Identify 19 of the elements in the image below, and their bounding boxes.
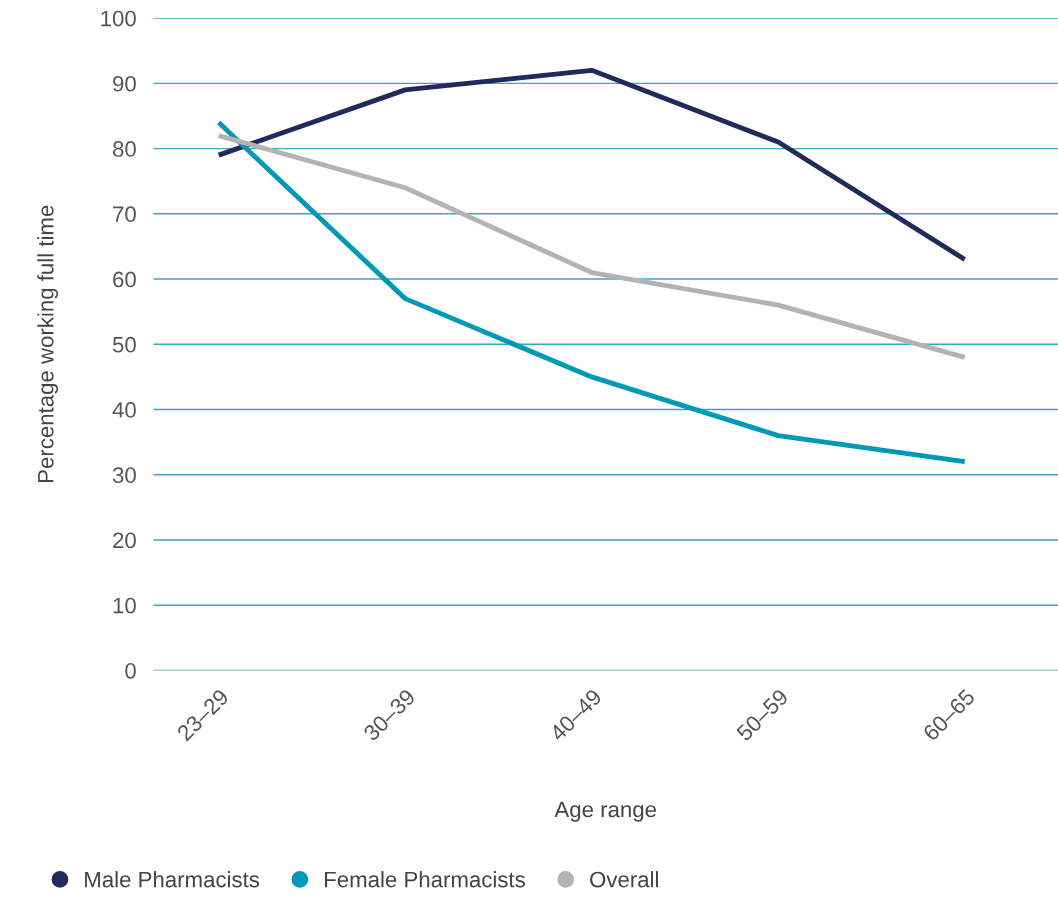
y-tick-label: 80 (112, 141, 136, 157)
y-tick-label: 0 (125, 662, 136, 679)
line-series (216, 120, 968, 465)
legend-label: Female Pharmacists (325, 871, 525, 888)
legend-label: Overall (590, 871, 658, 888)
x-axis-title: Age range (554, 801, 656, 822)
y-tick-label: 10 (113, 597, 136, 614)
y-tick-label: 30 (112, 467, 136, 484)
y-tick-label: 50 (112, 336, 136, 353)
y-axis-title: Percentage working full time (37, 205, 58, 483)
y-tick-label: 70 (113, 206, 136, 223)
y-tick-label: 60 (113, 271, 136, 288)
y-tick-label: 40 (112, 402, 136, 418)
y-tick-label: 100 (101, 10, 136, 27)
line-series (216, 133, 968, 360)
line-series (216, 67, 968, 262)
legend-label: Male Pharmacists (85, 871, 260, 888)
y-tick-label: 20 (113, 532, 136, 549)
y-tick-label: 90 (113, 75, 136, 92)
